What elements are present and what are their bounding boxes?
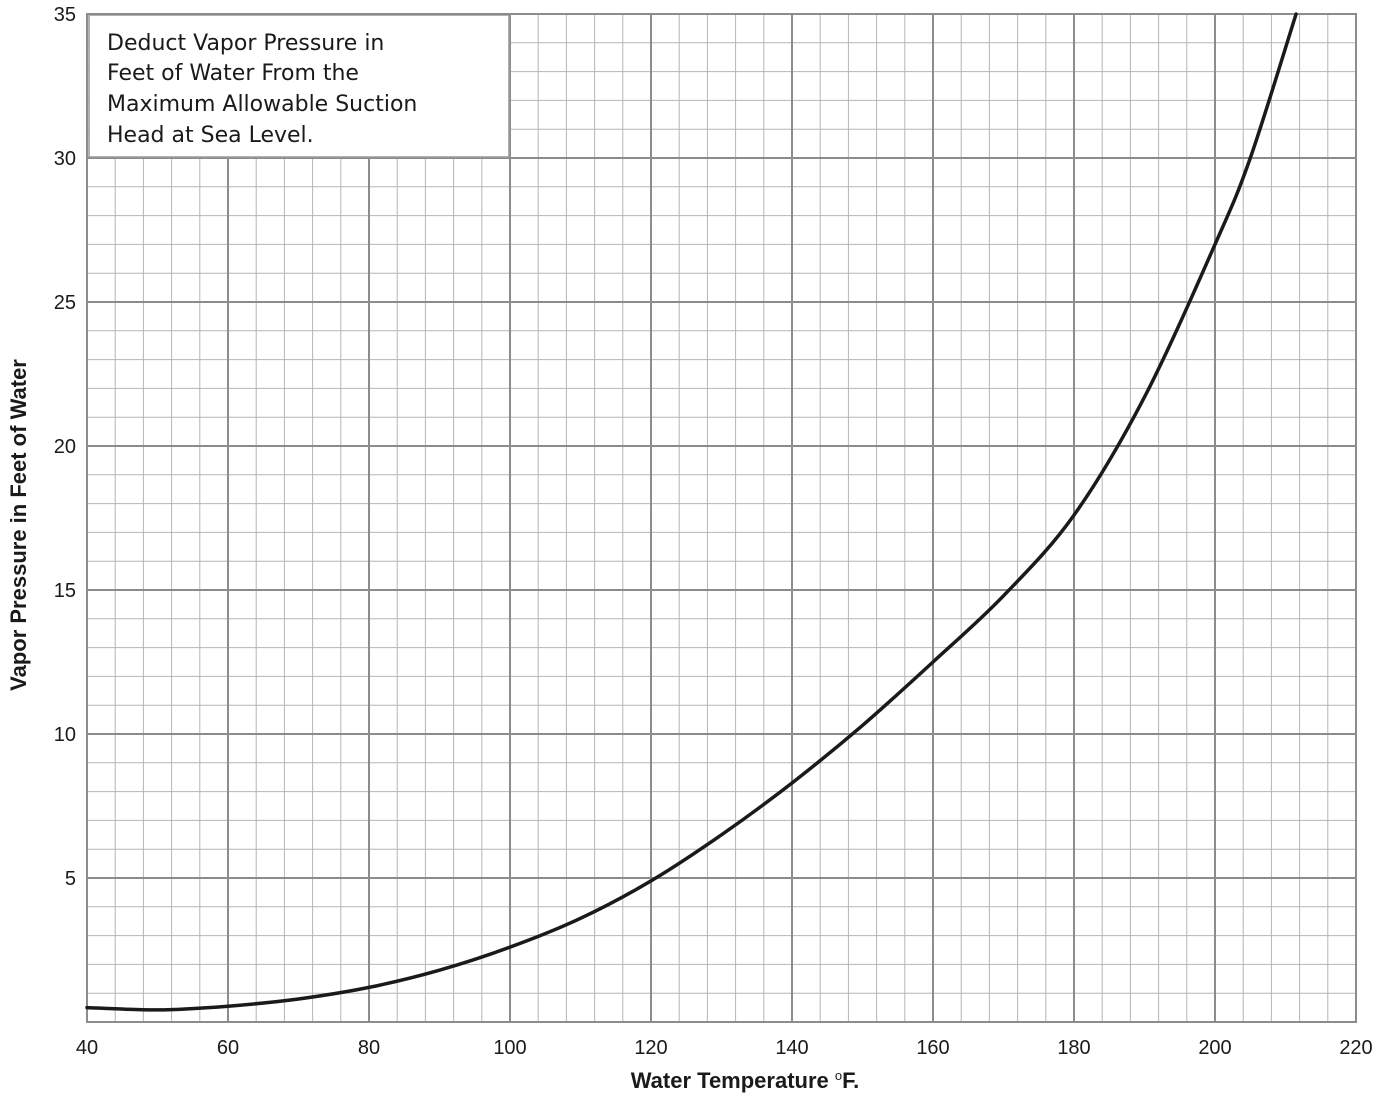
annotation-line-1: Deduct Vapor Pressure in bbox=[107, 31, 384, 56]
minor-grid bbox=[87, 14, 1356, 1022]
y-tick-label: 30 bbox=[54, 148, 76, 170]
x-tick-label: 100 bbox=[493, 1037, 526, 1059]
y-tick-label: 15 bbox=[54, 580, 76, 602]
y-tick-label: 10 bbox=[54, 724, 76, 746]
y-tick-label: 35 bbox=[54, 4, 76, 26]
x-axis-title: Water Temperature oF. bbox=[631, 1068, 860, 1093]
x-axis-unit: F. bbox=[842, 1068, 859, 1093]
annotation-line-2: Feet of Water From the bbox=[107, 61, 359, 86]
annotation-line-3: Maximum Allowable Suction bbox=[107, 92, 417, 117]
y-axis-title: Vapor Pressure in Feet of Water bbox=[6, 359, 31, 691]
y-tick-label: 5 bbox=[65, 868, 76, 890]
y-tick-label: 20 bbox=[54, 436, 76, 458]
y-tick-label: 25 bbox=[54, 292, 76, 314]
major-grid bbox=[86, 13, 1357, 1023]
x-tick-label: 160 bbox=[916, 1037, 949, 1059]
x-tick-labels: 40 60 80 100 120 140 160 180 200 220 bbox=[76, 1037, 1373, 1059]
x-tick-label: 220 bbox=[1339, 1037, 1372, 1059]
x-axis-title-text: Water Temperature bbox=[631, 1068, 829, 1093]
degree-superscript: o bbox=[835, 1068, 842, 1083]
x-tick-label: 80 bbox=[358, 1037, 380, 1059]
x-tick-label: 60 bbox=[217, 1037, 239, 1059]
x-tick-label: 180 bbox=[1057, 1037, 1090, 1059]
annotation-background bbox=[88, 14, 510, 158]
annotation-line-4: Head at Sea Level. bbox=[107, 123, 314, 148]
plot-frame bbox=[86, 13, 1357, 1023]
x-tick-label: 140 bbox=[775, 1037, 808, 1059]
vapor-pressure-curve bbox=[85, 12, 1298, 1012]
x-tick-label: 40 bbox=[76, 1037, 98, 1059]
x-tick-label: 120 bbox=[634, 1037, 667, 1059]
y-tick-labels: 5 10 15 20 25 30 35 bbox=[54, 4, 76, 890]
annotation-box: Deduct Vapor Pressure in Feet of Water F… bbox=[88, 14, 510, 158]
x-tick-label: 200 bbox=[1198, 1037, 1231, 1059]
